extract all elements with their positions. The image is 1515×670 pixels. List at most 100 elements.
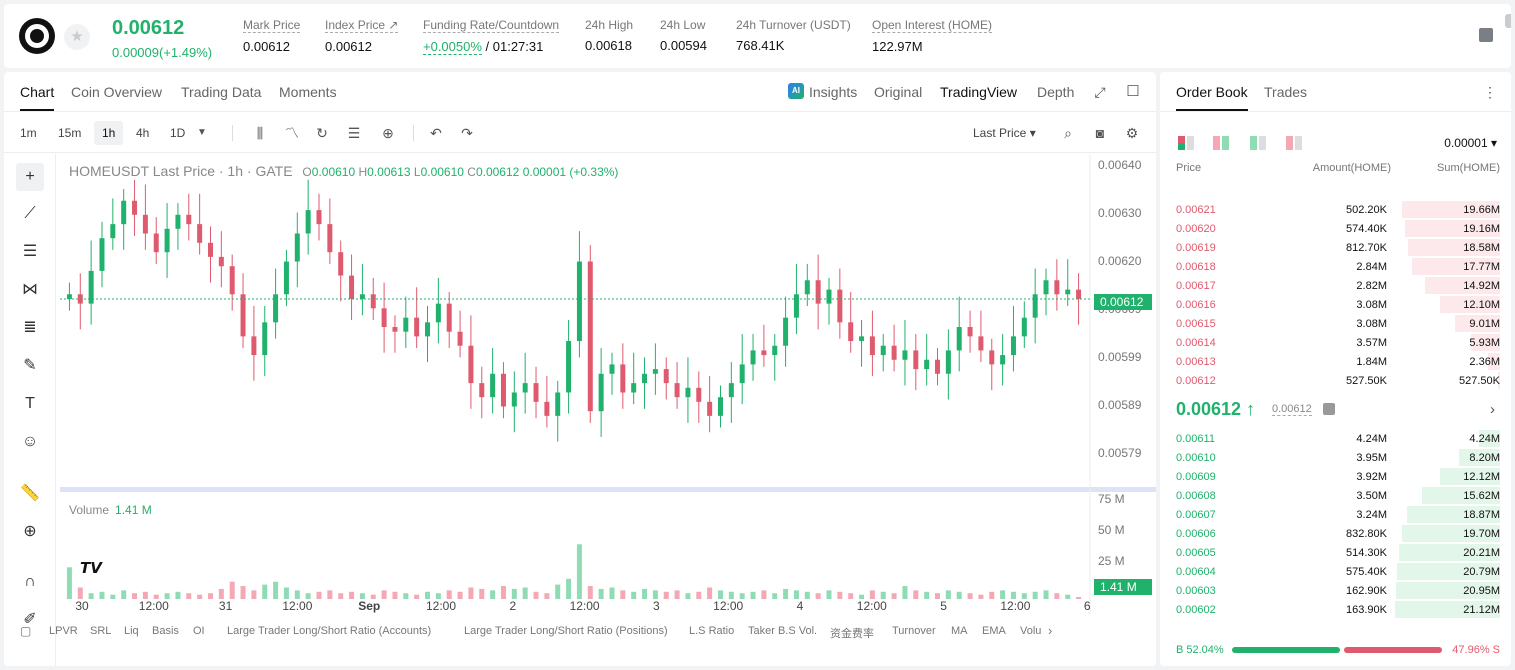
- ask-row[interactable]: 0.00619 812.70K 18.58M: [1160, 238, 1511, 257]
- pattern-icon[interactable]: ⋈: [22, 281, 38, 298]
- camera-icon[interactable]: ◙: [1095, 125, 1105, 141]
- indicator-srl[interactable]: SRL: [90, 625, 112, 637]
- horizontal-lines-icon[interactable]: ☰: [22, 243, 38, 260]
- ask-row[interactable]: 0.00617 2.82M 14.92M: [1160, 276, 1511, 295]
- indicator-turnover[interactable]: Turnover: [892, 625, 936, 637]
- indicator-ema[interactable]: EMA: [982, 625, 1006, 637]
- timeframe-1m[interactable]: 1m: [20, 126, 37, 140]
- stat-mark-price[interactable]: Mark Price 0.00612: [243, 18, 301, 54]
- refresh-icon[interactable]: ↻: [316, 125, 328, 141]
- ask-row[interactable]: 0.00618 2.84M 17.77M: [1160, 257, 1511, 276]
- ask-row[interactable]: 0.00612 527.50K 527.50K: [1160, 371, 1511, 390]
- price-source-select[interactable]: Last Price ▾: [973, 126, 1036, 140]
- emoji-icon[interactable]: ☺: [21, 433, 39, 450]
- redo-icon[interactable]: ↷: [461, 125, 473, 141]
- depth-bar: [1407, 506, 1500, 523]
- mid-price: 0.00612 ↑: [1176, 399, 1256, 419]
- candle-up: [945, 350, 951, 374]
- ask-row[interactable]: 0.00621 502.20K 19.66M: [1160, 200, 1511, 219]
- chart-area[interactable]: 0.006400.006300.006200.006090.005990.005…: [60, 154, 1156, 666]
- templates-icon[interactable]: ☰: [347, 125, 361, 141]
- candle-type-icon[interactable]: ⫼: [256, 125, 264, 141]
- indicator-volume[interactable]: Volu: [1020, 625, 1042, 637]
- bid-row[interactable]: 0.00607 3.24M 18.87M: [1160, 505, 1511, 524]
- chevron-right-icon[interactable]: ›: [1048, 623, 1053, 638]
- indicator-funding-rate[interactable]: 资金费率: [830, 628, 874, 640]
- more-options-icon[interactable]: ⋮: [1483, 84, 1497, 100]
- bid-row[interactable]: 0.00606 832.80K 19.70M: [1160, 524, 1511, 543]
- add-alert-icon[interactable]: ⊕: [382, 125, 394, 141]
- volume-bar: [544, 593, 550, 599]
- fib-icon[interactable]: ≣: [23, 319, 37, 336]
- crosshair-icon[interactable]: +: [16, 163, 44, 191]
- favorite-star-icon[interactable]: ★: [64, 24, 90, 50]
- zoom-in-icon[interactable]: ⊕: [23, 523, 37, 540]
- ask-row[interactable]: 0.00620 574.40K 19.16M: [1160, 219, 1511, 238]
- bid-row[interactable]: 0.00603 162.90K 20.95M: [1160, 581, 1511, 600]
- collapse-handle[interactable]: [1505, 14, 1511, 28]
- tab-coin-overview[interactable]: Coin Overview: [71, 84, 163, 100]
- candlestick-chart[interactable]: 0.006400.006300.006200.006090.005990.005…: [60, 154, 1156, 614]
- stat-funding-rate[interactable]: Funding Rate/Countdown +0.0050% / 01:27:…: [423, 18, 560, 55]
- timeframe-dropdown-icon[interactable]: ▼: [197, 127, 207, 138]
- timeframe-15m[interactable]: 15m: [58, 126, 82, 140]
- stat-open-interest[interactable]: Open Interest (HOME) 122.97M: [872, 18, 993, 54]
- tab-moments[interactable]: Moments: [279, 84, 337, 100]
- pencil-lock-icon[interactable]: ✐: [23, 611, 37, 628]
- timeframe-1d[interactable]: 1D: [170, 126, 186, 140]
- indicator-taker-vol[interactable]: Taker B.S Vol.: [748, 625, 818, 637]
- volume-bar: [663, 591, 669, 599]
- view-both-icon[interactable]: [1178, 136, 1194, 150]
- tab-insights[interactable]: Insights: [809, 84, 858, 100]
- tab-tradingview[interactable]: TradingView: [940, 84, 1018, 100]
- indicator-basis[interactable]: Basis: [152, 625, 179, 637]
- tab-chart[interactable]: Chart: [20, 84, 55, 111]
- view-bids-asks-icon[interactable]: [1213, 136, 1229, 150]
- ruler-icon[interactable]: 📏: [20, 485, 40, 502]
- bid-row[interactable]: 0.00609 3.92M 12.12M: [1160, 467, 1511, 486]
- view-bids-icon[interactable]: [1250, 136, 1266, 150]
- indicator-liq[interactable]: Liq: [124, 625, 139, 637]
- bid-row[interactable]: 0.00610 3.95M 8.20M: [1160, 448, 1511, 467]
- indicators-icon[interactable]: 〽: [285, 125, 299, 141]
- ask-row[interactable]: 0.00614 3.57M 5.93M: [1160, 333, 1511, 352]
- tab-trades[interactable]: Trades: [1264, 84, 1308, 100]
- guide-book-icon[interactable]: [1479, 28, 1493, 42]
- brush-icon[interactable]: ✎: [23, 357, 37, 374]
- chevron-right-icon[interactable]: ›: [1490, 401, 1495, 418]
- indicator-lt-positions[interactable]: Large Trader Long/Short Ratio (Positions…: [464, 625, 668, 637]
- indicator-ls-ratio[interactable]: L.S Ratio: [689, 625, 735, 637]
- ask-amount: 1.84M: [1356, 356, 1387, 368]
- bid-row[interactable]: 0.00602 163.90K 21.12M: [1160, 600, 1511, 619]
- indicator-ma[interactable]: MA: [951, 625, 968, 637]
- tab-order-book[interactable]: Order Book: [1176, 84, 1248, 111]
- magnet-icon[interactable]: ∩: [24, 573, 36, 590]
- bid-row[interactable]: 0.00611 4.24M 4.24M: [1160, 429, 1511, 448]
- bid-row[interactable]: 0.00608 3.50M 15.62M: [1160, 486, 1511, 505]
- tab-original[interactable]: Original: [874, 84, 923, 100]
- timeframe-1h[interactable]: 1h: [94, 121, 124, 145]
- timeframe-4h[interactable]: 4h: [136, 126, 150, 140]
- indicator-lt-accounts[interactable]: Large Trader Long/Short Ratio (Accounts): [227, 625, 432, 637]
- undo-icon[interactable]: ↶: [430, 125, 442, 141]
- trendline-icon[interactable]: ⟋: [24, 205, 36, 222]
- indicator-oi[interactable]: OI: [193, 625, 205, 637]
- indicator-lpvr[interactable]: LPVR: [49, 625, 78, 637]
- tab-trading-data[interactable]: Trading Data: [181, 84, 262, 100]
- fullscreen-icon[interactable]: ⤢: [1094, 84, 1106, 100]
- bid-row[interactable]: 0.00605 514.30K 20.21M: [1160, 543, 1511, 562]
- settings-gear-icon[interactable]: ⚙: [1125, 125, 1139, 141]
- ask-row[interactable]: 0.00613 1.84M 2.36M: [1160, 352, 1511, 371]
- bid-row[interactable]: 0.00604 575.40K 20.79M: [1160, 562, 1511, 581]
- window-icon[interactable]: ☐: [1126, 83, 1140, 100]
- precision-select[interactable]: 0.00001 ▾: [1444, 136, 1497, 150]
- text-tool-icon[interactable]: T: [25, 395, 35, 412]
- ask-row[interactable]: 0.00616 3.08M 12.10M: [1160, 295, 1511, 314]
- tab-depth[interactable]: Depth: [1037, 84, 1075, 100]
- candle-down: [891, 345, 897, 360]
- stat-index-price[interactable]: Index Price ↗ 0.00612: [325, 18, 399, 54]
- view-asks-icon[interactable]: [1286, 136, 1302, 150]
- calendar-icon[interactable]: ▢: [20, 624, 32, 638]
- search-icon[interactable]: ⌕: [1064, 125, 1072, 141]
- ask-row[interactable]: 0.00615 3.08M 9.01M: [1160, 314, 1511, 333]
